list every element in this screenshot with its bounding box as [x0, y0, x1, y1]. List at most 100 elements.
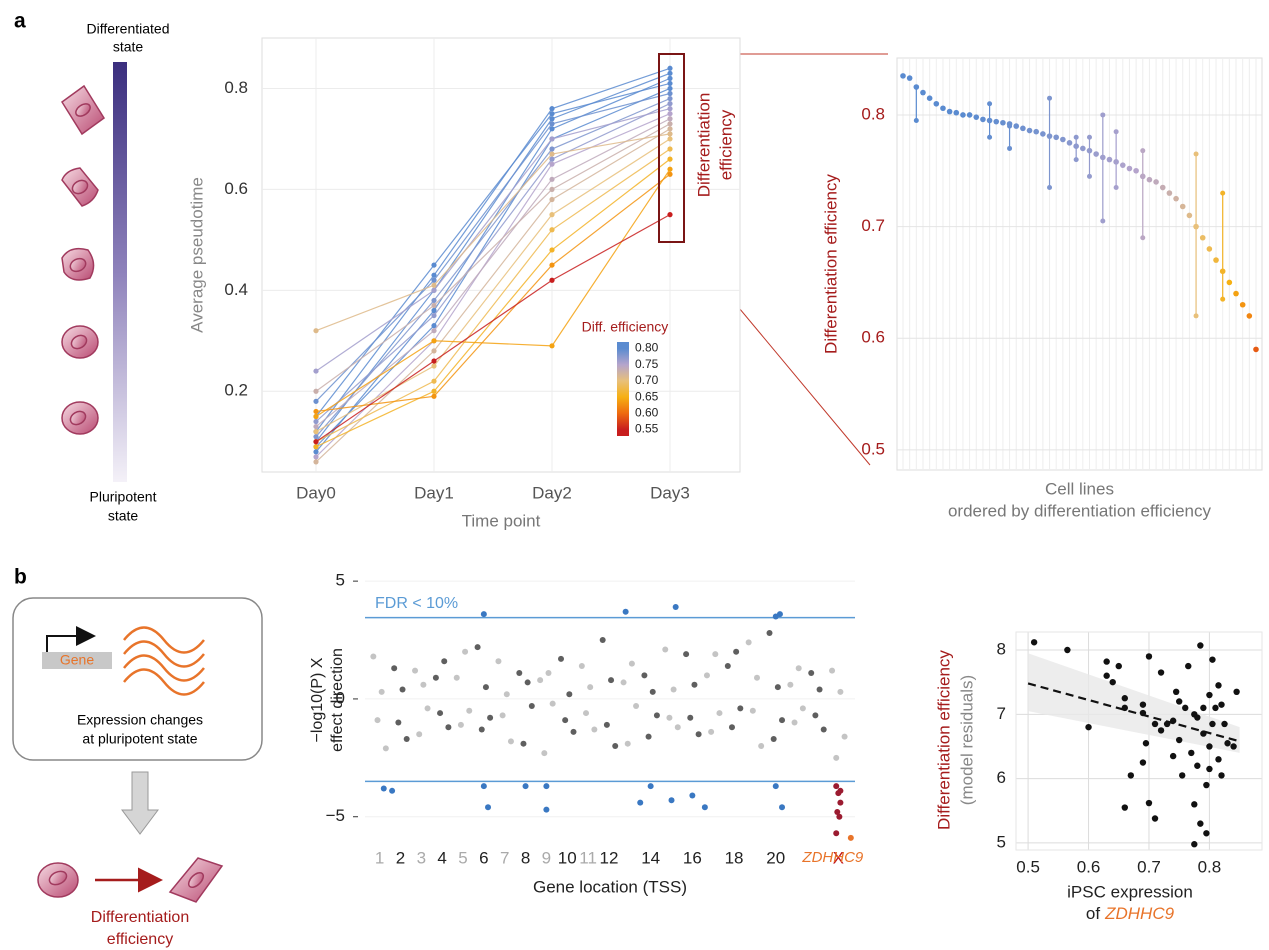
x-tick-label: X — [833, 848, 844, 867]
point — [399, 686, 406, 693]
point — [667, 101, 673, 107]
colorbar-tick-label: 0.65 — [635, 389, 659, 403]
point — [1066, 140, 1073, 146]
error-end — [1113, 185, 1119, 191]
point — [1139, 701, 1147, 708]
point — [1119, 162, 1126, 168]
point — [1212, 704, 1219, 712]
point — [420, 681, 427, 688]
point — [820, 726, 827, 733]
point — [1006, 121, 1013, 127]
trajectory — [315, 103, 671, 422]
point — [466, 707, 473, 714]
point — [431, 363, 437, 369]
point — [737, 705, 744, 712]
point — [667, 146, 673, 152]
point — [770, 735, 777, 742]
y-tick-label: 6 — [997, 768, 1006, 787]
x-axis-title: Cell lines — [1045, 479, 1114, 498]
point — [645, 733, 652, 740]
point — [1030, 639, 1038, 646]
x-tick-label: 0.6 — [1077, 857, 1101, 876]
point — [499, 712, 506, 719]
point — [666, 714, 673, 721]
colorbar-tick-label: 0.70 — [635, 373, 659, 387]
point — [313, 388, 319, 394]
point — [653, 712, 660, 719]
x-axis-title: iPSC expression — [1067, 882, 1193, 901]
point — [1000, 119, 1006, 126]
point — [1157, 727, 1165, 734]
point — [431, 378, 437, 384]
point — [1121, 695, 1128, 702]
point — [549, 343, 555, 349]
point — [749, 707, 756, 714]
x-tick-label: 7 — [500, 848, 509, 867]
x-tick-label: 14 — [641, 848, 660, 867]
point — [667, 131, 673, 137]
cell-icons — [60, 84, 106, 435]
point — [1213, 257, 1219, 263]
point — [599, 637, 606, 644]
state-label: state — [113, 39, 144, 55]
point — [549, 146, 555, 152]
point — [1194, 714, 1201, 721]
point — [524, 679, 531, 686]
point — [578, 662, 585, 669]
point — [485, 804, 492, 811]
x-tick-label: 4 — [437, 848, 446, 867]
axis-title: Average pseudotime — [187, 177, 206, 333]
point — [649, 688, 656, 695]
point — [816, 686, 823, 693]
point — [667, 212, 673, 218]
point — [543, 783, 550, 790]
x-tick-label: 8 — [521, 848, 530, 867]
point — [1126, 165, 1133, 172]
point — [495, 658, 502, 665]
point — [787, 681, 794, 688]
error-end — [1047, 185, 1053, 191]
x-tick-label: Day2 — [532, 483, 572, 502]
x-axis-title-gene: ZDHHC9 — [1104, 904, 1174, 923]
point — [667, 116, 673, 122]
point — [837, 799, 844, 806]
point — [313, 434, 319, 440]
point — [1175, 736, 1183, 744]
point — [1253, 346, 1259, 353]
point — [549, 116, 555, 122]
y-tick-label: 5 — [336, 571, 345, 590]
point — [431, 358, 437, 364]
point — [724, 662, 731, 669]
error-end — [1073, 157, 1079, 163]
tss-arrow — [46, 626, 96, 652]
point — [829, 667, 836, 674]
point — [728, 724, 735, 731]
point — [1169, 752, 1177, 760]
y-tick-label: −5 — [326, 806, 345, 825]
point — [507, 738, 514, 745]
point — [1151, 815, 1159, 822]
error-end — [987, 101, 993, 107]
point — [953, 109, 960, 116]
point — [537, 677, 544, 684]
point — [920, 89, 926, 96]
y-tick-label: 8 — [997, 639, 1006, 658]
point — [791, 719, 798, 726]
point — [478, 726, 485, 733]
point — [453, 674, 460, 681]
point — [480, 611, 487, 618]
x-tick-label: 0.5 — [1016, 857, 1040, 876]
axis-title: (model residuals) — [957, 675, 976, 805]
point — [926, 95, 933, 101]
point — [667, 85, 673, 92]
colorbar — [617, 342, 629, 436]
point — [667, 121, 673, 127]
axis-title: Differentiation efficiency — [821, 174, 840, 354]
trajectory — [315, 133, 671, 332]
error-end — [987, 134, 993, 140]
point — [641, 672, 648, 679]
error-end — [1073, 134, 1079, 140]
point — [795, 665, 802, 672]
point — [1085, 723, 1092, 731]
